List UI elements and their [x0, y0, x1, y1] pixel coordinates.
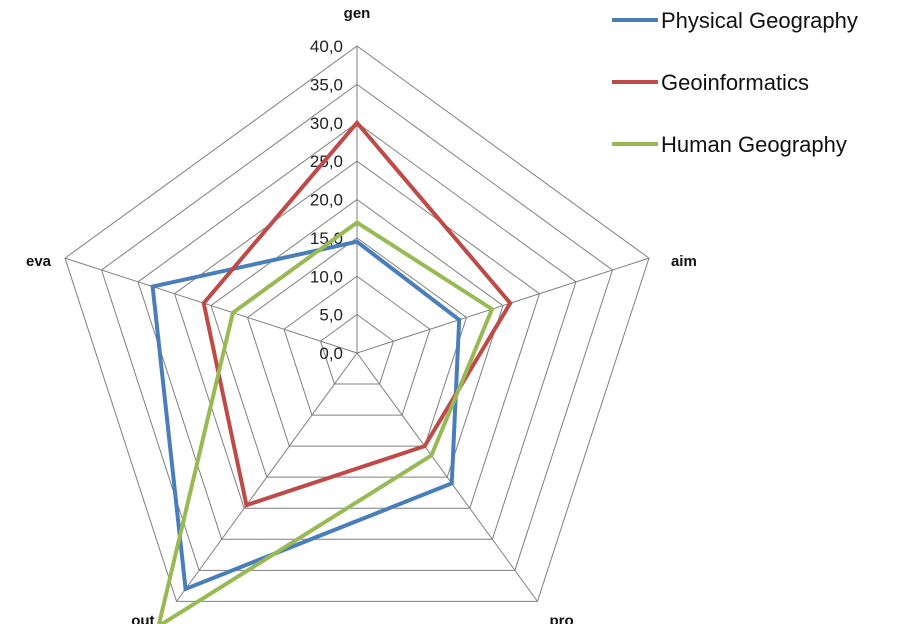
legend-label: Geoinformatics	[661, 70, 809, 95]
grid-ring-1	[319, 314, 395, 385]
spoke-eva	[64, 257, 358, 354]
legend-item: Geoinformatics	[612, 70, 809, 95]
grid-ring-5	[173, 160, 541, 509]
grid-ring-3	[246, 237, 468, 447]
tick-label: 0,0	[319, 344, 343, 363]
tick-label: 40,0	[310, 37, 343, 56]
grid-ring-8	[64, 45, 650, 602]
axis-label-pro: pro	[549, 612, 573, 624]
series-line-human-geography	[156, 220, 495, 624]
series-line-physical-geography	[150, 239, 462, 592]
tick-label: 35,0	[310, 75, 343, 94]
spokes	[64, 46, 650, 602]
spoke-pro	[356, 352, 538, 602]
axis-labels: gen aim pro out eva	[26, 5, 697, 624]
tick-label: 15,0	[310, 229, 343, 248]
spoke-out	[176, 352, 358, 602]
tick-label: 30,0	[310, 114, 343, 133]
series-lines	[150, 119, 513, 624]
grid-ring-2	[283, 275, 431, 416]
spoke-aim	[356, 257, 650, 354]
tick-label: 5,0	[319, 306, 343, 325]
legend-item: Physical Geography	[612, 8, 858, 33]
axis-label-out: out	[131, 612, 154, 624]
series-line-geoinformatics	[201, 119, 513, 508]
tick-labels: 0,05,010,015,020,025,030,035,040,0	[310, 37, 343, 363]
legend-label: Human Geography	[661, 132, 847, 157]
tick-label: 20,0	[310, 191, 343, 210]
grid-ring-4	[210, 198, 504, 478]
legend-label: Physical Geography	[661, 8, 858, 33]
grid	[64, 45, 650, 602]
legend: Physical Geography Geoinformatics Human Ge…	[612, 8, 858, 157]
axis-label-gen: gen	[344, 5, 371, 22]
tick-label: 10,0	[310, 267, 343, 286]
grid-ring-6	[137, 122, 577, 540]
legend-item: Human Geography	[612, 132, 847, 157]
axis-label-eva: eva	[26, 253, 52, 270]
axis-label-aim: aim	[671, 253, 697, 270]
grid-ring-7	[100, 83, 614, 571]
